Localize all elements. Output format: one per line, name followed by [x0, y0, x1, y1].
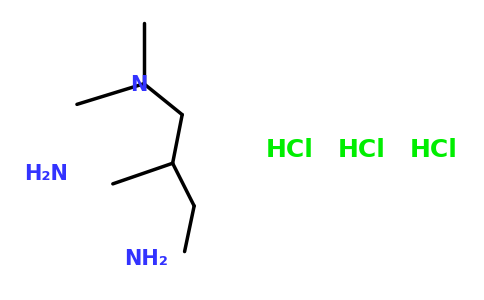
Text: N: N	[131, 75, 148, 95]
Text: NH₂: NH₂	[124, 249, 168, 269]
Text: HCl: HCl	[338, 138, 386, 162]
Text: HCl: HCl	[409, 138, 457, 162]
Text: HCl: HCl	[266, 138, 314, 162]
Text: H₂N: H₂N	[24, 164, 68, 184]
